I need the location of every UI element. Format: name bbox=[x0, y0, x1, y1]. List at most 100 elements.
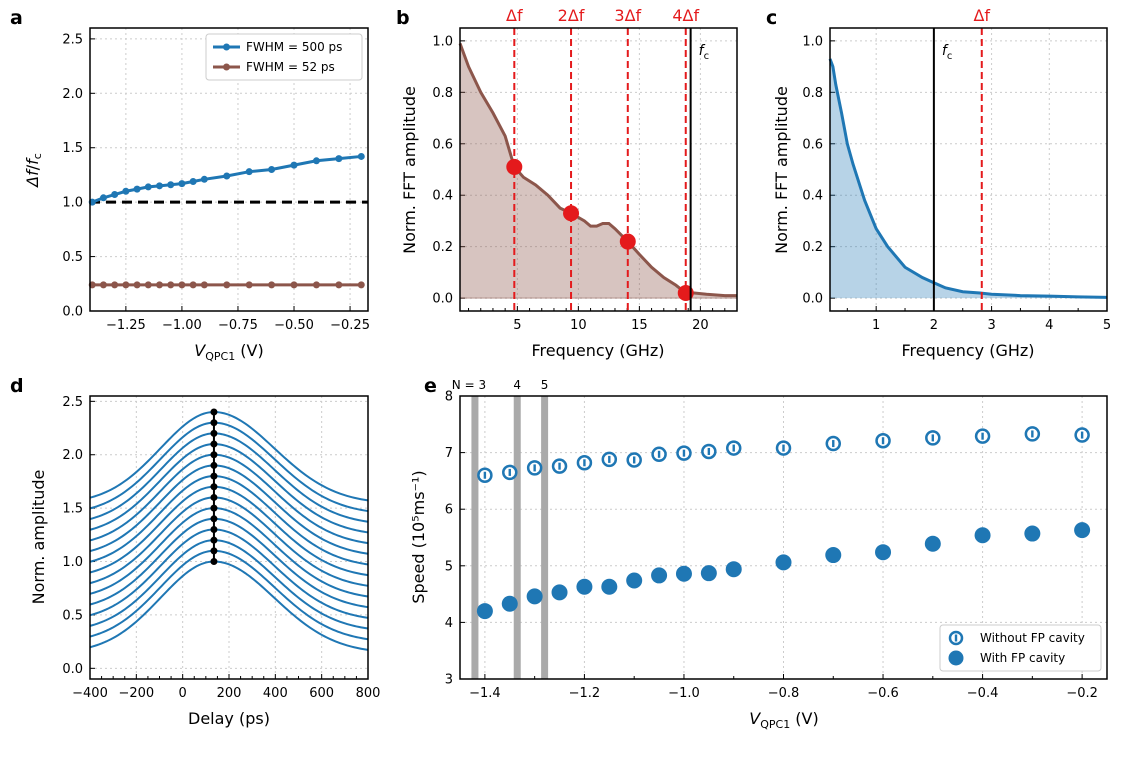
data-point bbox=[200, 175, 208, 183]
data-point bbox=[189, 177, 197, 185]
x-tick-label: 4 bbox=[1045, 318, 1053, 333]
data-point bbox=[111, 281, 119, 289]
data-point bbox=[290, 281, 298, 289]
filled-marker bbox=[875, 544, 892, 561]
data-point bbox=[357, 152, 365, 160]
filled-marker bbox=[924, 535, 941, 552]
filled-marker bbox=[725, 561, 742, 578]
x-tick-label: 800 bbox=[356, 686, 381, 701]
trace-line bbox=[89, 517, 369, 609]
x-tick-label: −1.0 bbox=[668, 686, 700, 701]
y-tick-label: 0.4 bbox=[432, 189, 453, 204]
trace-line bbox=[89, 539, 369, 630]
filled-marker bbox=[700, 565, 717, 582]
plot-frame bbox=[89, 395, 369, 680]
data-point bbox=[290, 161, 298, 169]
panel-c: 1 2 3 4 5 0.0 0.2 0.4 0.6 0.8 1.0 fc Δf Norm. FFT amp… bbox=[772, 6, 1111, 360]
data-point bbox=[99, 194, 107, 202]
legend-box bbox=[939, 624, 1102, 672]
peak-point bbox=[210, 515, 218, 523]
peak-point bbox=[210, 440, 218, 448]
trace-line bbox=[89, 443, 369, 534]
y-tick-label: 0.6 bbox=[432, 137, 453, 152]
filled-marker bbox=[551, 584, 568, 601]
y-tick-label: 4 bbox=[445, 616, 453, 631]
data-point bbox=[335, 281, 343, 289]
trace-line bbox=[89, 485, 369, 577]
y-tick-label: 0.0 bbox=[802, 292, 823, 307]
peak-point bbox=[210, 558, 218, 566]
legend-box bbox=[205, 33, 363, 81]
trace-line bbox=[89, 560, 369, 651]
open-marker-bar bbox=[533, 464, 536, 472]
x-axis-label: Delay (ps) bbox=[188, 709, 270, 728]
legend-label: FWHM = 500 ps bbox=[246, 40, 342, 54]
y-tick-label: 0.2 bbox=[802, 240, 823, 255]
x-tick-label: 600 bbox=[309, 686, 334, 701]
y-tick-label: 0.2 bbox=[432, 240, 453, 255]
x-tick-label: 5 bbox=[1103, 318, 1111, 333]
x-tick-label: −0.4 bbox=[967, 686, 999, 701]
peak-point bbox=[210, 461, 218, 469]
trace-line bbox=[89, 507, 369, 598]
delta-f-label: Δf bbox=[973, 6, 990, 25]
open-marker-bar bbox=[782, 444, 785, 452]
filled-marker bbox=[825, 547, 842, 564]
y-tick-label: 0.5 bbox=[62, 250, 83, 265]
cutoff-label: fc bbox=[942, 43, 952, 62]
data-point bbox=[133, 185, 141, 193]
panel-a: −1.25 −1.00 −0.75 −0.50 −0.25 0.0 0.5 1.0 1.5 2.0… bbox=[23, 27, 370, 363]
y-tick-label: 1.0 bbox=[432, 34, 453, 49]
trace-line bbox=[89, 528, 369, 619]
y-tick-label: 0.0 bbox=[62, 662, 83, 677]
filled-marker bbox=[501, 595, 518, 612]
x-tick-label: 3 bbox=[987, 318, 995, 333]
spectrum-area bbox=[460, 43, 737, 299]
y-tick-label: 2.5 bbox=[62, 32, 83, 47]
x-tick-label: −1.2 bbox=[569, 686, 601, 701]
x-tick-label: 1 bbox=[872, 318, 880, 333]
panel-b-letter: b bbox=[396, 7, 410, 29]
data-point bbox=[178, 180, 186, 188]
trace-line bbox=[89, 549, 369, 641]
y-tick-label: 1.0 bbox=[62, 555, 83, 570]
y-tick-label: 7 bbox=[445, 446, 453, 461]
n-marker-label: N = 3 bbox=[452, 378, 486, 392]
trace-line bbox=[89, 411, 369, 502]
legend-label: FWHM = 52 ps bbox=[246, 60, 335, 74]
harmonic-label: 3Δf bbox=[614, 6, 641, 25]
n-marker-label: 5 bbox=[541, 378, 549, 392]
x-tick-label: −0.25 bbox=[330, 318, 370, 333]
open-marker-bar bbox=[583, 459, 586, 467]
x-tick-label: −0.6 bbox=[867, 686, 899, 701]
data-point bbox=[223, 172, 231, 180]
open-marker-bar bbox=[931, 434, 935, 442]
filled-marker bbox=[974, 527, 991, 544]
x-tick-label: 10 bbox=[570, 318, 587, 333]
y-tick-label: 0.8 bbox=[802, 86, 823, 101]
trace-line bbox=[89, 421, 369, 513]
data-point bbox=[189, 281, 197, 289]
data-point bbox=[200, 281, 208, 289]
x-tick-label: −0.8 bbox=[768, 686, 800, 701]
open-marker-bar bbox=[682, 449, 686, 457]
data-point bbox=[178, 281, 186, 289]
y-axis-label: Norm. FFT amplitude bbox=[400, 86, 419, 254]
filled-marker bbox=[601, 578, 618, 595]
x-tick-label: 5 bbox=[513, 318, 521, 333]
x-tick-label: −0.2 bbox=[1066, 686, 1098, 701]
x-tick-label: 2 bbox=[930, 318, 938, 333]
open-marker-bar bbox=[608, 455, 611, 463]
panel-e-letter: e bbox=[424, 375, 437, 397]
data-point bbox=[268, 281, 276, 289]
open-marker-bar bbox=[732, 444, 735, 452]
data-point bbox=[312, 281, 320, 289]
trace-line bbox=[89, 432, 369, 523]
panel-d-letter: d bbox=[10, 375, 24, 397]
legend-label: With FP cavity bbox=[980, 651, 1065, 665]
filled-marker bbox=[1024, 525, 1041, 542]
open-marker-bar bbox=[832, 440, 835, 448]
open-marker-bar bbox=[508, 468, 511, 476]
data-point bbox=[156, 182, 163, 190]
